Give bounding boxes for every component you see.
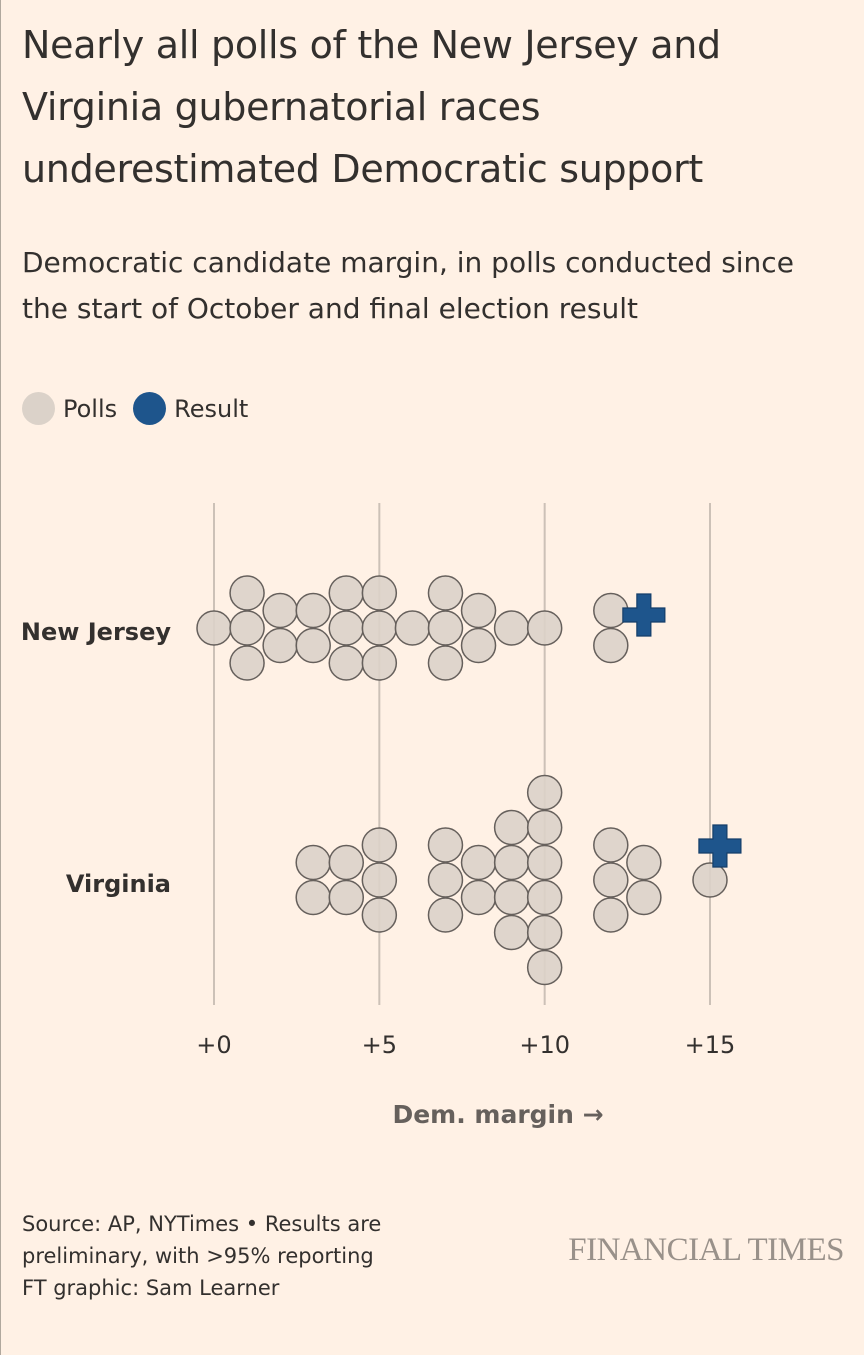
poll-point	[493, 914, 530, 951]
poll-point	[692, 862, 728, 898]
poll-point	[361, 897, 398, 933]
poll-point	[361, 575, 398, 611]
poll-point	[262, 592, 298, 629]
poll-point	[493, 809, 530, 846]
poll-point	[295, 592, 331, 629]
result-marker-icon	[622, 593, 666, 637]
poll-point	[328, 879, 365, 916]
poll-point	[328, 610, 365, 646]
poll-point	[526, 844, 563, 881]
poll-point	[427, 610, 464, 646]
poll-point	[361, 827, 398, 863]
poll-point	[427, 575, 464, 611]
poll-point	[229, 575, 265, 611]
row-label-virginia: Virginia	[66, 870, 171, 898]
poll-point	[427, 862, 464, 898]
poll-point	[361, 610, 398, 646]
legend-label-result: Result	[174, 394, 249, 423]
poll-point	[460, 879, 497, 916]
poll-point	[626, 879, 662, 916]
x-tick-label: +5	[362, 1031, 397, 1059]
poll-point	[394, 610, 431, 646]
poll-point	[262, 627, 298, 664]
x-tick-label: +0	[196, 1031, 231, 1059]
chart-title: Nearly all polls of the New Jersey and V…	[22, 23, 721, 191]
x-axis-ticks: +0 +5 +10 +15	[196, 1031, 735, 1059]
poll-point	[361, 645, 398, 681]
poll-point	[460, 592, 497, 629]
poll-point	[361, 862, 398, 898]
poll-point	[526, 949, 563, 986]
poll-point	[328, 575, 365, 611]
x-tick-label: +15	[685, 1031, 736, 1059]
legend: Polls Result	[22, 392, 264, 425]
poll-point	[593, 897, 629, 933]
financial-times-logo: FINANCIAL TIMES	[568, 1232, 844, 1268]
legend-item-result: Result	[133, 392, 248, 425]
poll-point	[526, 879, 563, 916]
row-labels: New Jersey Virginia	[21, 618, 171, 898]
poll-point	[328, 844, 365, 881]
poll-point	[328, 645, 365, 681]
poll-point	[593, 862, 629, 898]
poll-point	[229, 645, 265, 681]
poll-point	[526, 610, 563, 646]
result-swatch-icon	[133, 392, 167, 425]
poll-point	[626, 844, 662, 881]
legend-label-polls: Polls	[63, 394, 118, 423]
source-note: Source: AP, NYTimes • Results are prelim…	[22, 1208, 381, 1304]
poll-point	[229, 610, 265, 646]
poll-point	[526, 914, 563, 951]
poll-point	[295, 627, 331, 664]
data-marks	[196, 575, 742, 986]
polls-swatch-icon	[22, 392, 55, 425]
poll-point	[427, 897, 464, 933]
poll-point	[493, 610, 530, 646]
poll-point	[460, 627, 497, 664]
poll-point	[526, 774, 563, 811]
poll-point	[593, 627, 629, 664]
poll-point	[427, 827, 464, 863]
x-axis-label: Dem. margin →	[392, 1100, 603, 1129]
poll-point	[493, 844, 530, 881]
poll-point	[493, 879, 530, 916]
poll-point	[295, 844, 331, 881]
poll-point	[295, 879, 331, 916]
poll-point	[526, 809, 563, 846]
result-marker-icon	[698, 824, 742, 868]
source-line-3: FT graphic: Sam Learner	[22, 1276, 280, 1300]
source-line-2: preliminary, with >95% reporting	[22, 1244, 374, 1268]
legend-item-polls: Polls	[22, 392, 117, 425]
poll-point	[593, 827, 629, 863]
row-label-new-jersey: New Jersey	[21, 618, 171, 646]
x-tick-label: +10	[519, 1031, 570, 1059]
chart-subtitle: Democratic candidate margin, in polls co…	[22, 246, 794, 325]
poll-point	[427, 645, 464, 681]
poll-point	[196, 610, 232, 646]
gridlines	[213, 503, 711, 1005]
source-line-1: Source: AP, NYTimes • Results are	[22, 1212, 382, 1236]
poll-point	[460, 844, 497, 881]
